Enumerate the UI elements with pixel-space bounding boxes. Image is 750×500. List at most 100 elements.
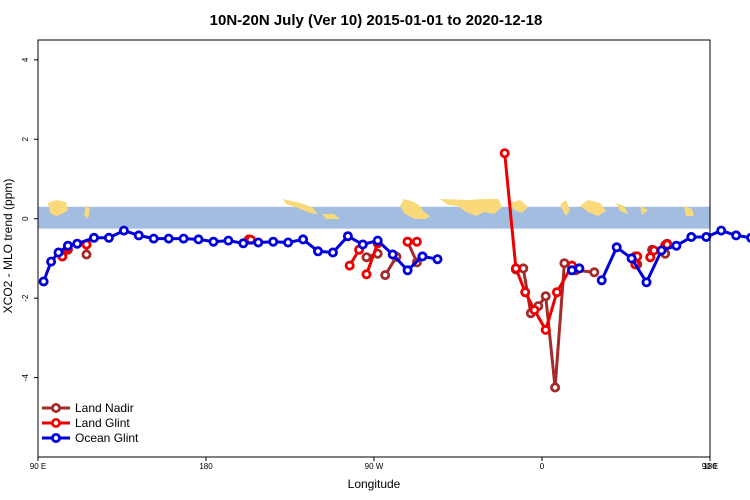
data-point: [641, 277, 652, 288]
legend-marker: [51, 417, 62, 428]
x-axis-label: Longitude: [348, 477, 401, 491]
land-patch: [684, 206, 694, 216]
data-point: [671, 240, 682, 251]
land-patch: [580, 200, 606, 216]
data-point: [118, 225, 129, 236]
land-patch: [440, 199, 502, 216]
data-point: [540, 291, 551, 302]
data-point: [361, 269, 372, 280]
data-point: [327, 247, 338, 258]
data-point: [357, 239, 368, 250]
land-patch: [400, 199, 430, 219]
x-tick-label: 180: [199, 462, 213, 471]
land-patch: [84, 205, 90, 219]
data-point: [589, 267, 600, 278]
data-point: [529, 305, 540, 316]
data-point: [133, 230, 144, 241]
series-layer: [38, 148, 750, 393]
data-point: [72, 238, 83, 249]
data-point: [53, 247, 64, 258]
data-point: [611, 242, 622, 253]
series-line: [515, 263, 566, 389]
data-point: [38, 276, 49, 287]
y-axis-label: XCO2 - MLO trend (ppm): [1, 179, 15, 314]
land-patches: [48, 199, 694, 219]
data-point: [344, 260, 355, 271]
land-patch: [640, 206, 648, 215]
data-point: [540, 324, 551, 335]
data-point: [208, 236, 219, 247]
data-point: [268, 236, 279, 247]
data-point: [716, 225, 727, 236]
land-patch: [48, 200, 68, 216]
data-point: [417, 251, 428, 262]
y-axis: 4 2 0 -2 -4: [21, 57, 38, 381]
data-point: [283, 237, 294, 248]
data-point: [402, 236, 413, 247]
land-patch: [560, 200, 570, 216]
legend-marker: [51, 402, 62, 413]
data-point: [686, 231, 697, 242]
data-point: [238, 238, 249, 249]
data-point: [361, 252, 372, 263]
y-tick-label: -2: [21, 294, 30, 302]
legend-marker: [51, 432, 62, 443]
data-point: [520, 287, 531, 298]
data-point: [411, 236, 422, 247]
data-point: [312, 246, 323, 257]
data-point: [81, 249, 92, 260]
data-point: [656, 245, 667, 256]
data-point: [89, 232, 100, 243]
data-point: [372, 235, 383, 246]
ocean-band: [38, 206, 710, 229]
data-point: [46, 256, 57, 267]
data-point: [148, 233, 159, 244]
series-ocean-glint: [38, 225, 750, 288]
data-point: [103, 232, 114, 243]
x-tick-label: 180: [703, 462, 717, 471]
data-point: [298, 234, 309, 245]
data-point: [701, 231, 712, 242]
land-patch: [510, 200, 528, 213]
data-point: [596, 275, 607, 286]
chart-title: 10N-20N July (Ver 10) 2015-01-01 to 2020…: [210, 12, 543, 29]
data-point: [163, 233, 174, 244]
land-patch: [616, 203, 628, 214]
data-point: [574, 263, 585, 274]
data-point: [550, 382, 561, 393]
y-tick-label: 2: [21, 137, 30, 142]
x-tick-label: 90 W: [365, 462, 384, 471]
data-point: [731, 230, 742, 241]
data-point: [380, 270, 391, 281]
plot-frame: [37, 39, 711, 458]
data-point: [223, 235, 234, 246]
series-land-nadir: [57, 236, 673, 393]
data-point: [432, 254, 443, 265]
ocean-land-band: [38, 199, 710, 229]
x-tick-label: 0: [540, 462, 545, 471]
series-line: [600, 229, 750, 284]
y-tick-label: 0: [21, 216, 30, 221]
data-point: [402, 265, 413, 276]
x-tick-label: 90 E: [702, 462, 718, 471]
data-point: [253, 237, 264, 248]
legend-label: Land Nadir: [75, 401, 134, 415]
y-tick-label: 4: [21, 57, 30, 62]
data-point: [499, 148, 510, 159]
data-point: [626, 253, 637, 264]
data-point: [510, 263, 521, 274]
legend-label: Ocean Glint: [75, 431, 139, 445]
y-tick-label: -4: [21, 373, 30, 381]
data-point: [342, 231, 353, 242]
data-point: [193, 234, 204, 245]
data-point: [387, 249, 398, 260]
data-point: [746, 232, 750, 243]
series-line: [365, 242, 380, 275]
x-tick-label: 90 E: [30, 462, 46, 471]
land-patch: [322, 214, 340, 219]
data-point: [178, 233, 189, 244]
legend-label: Land Glint: [75, 416, 130, 430]
